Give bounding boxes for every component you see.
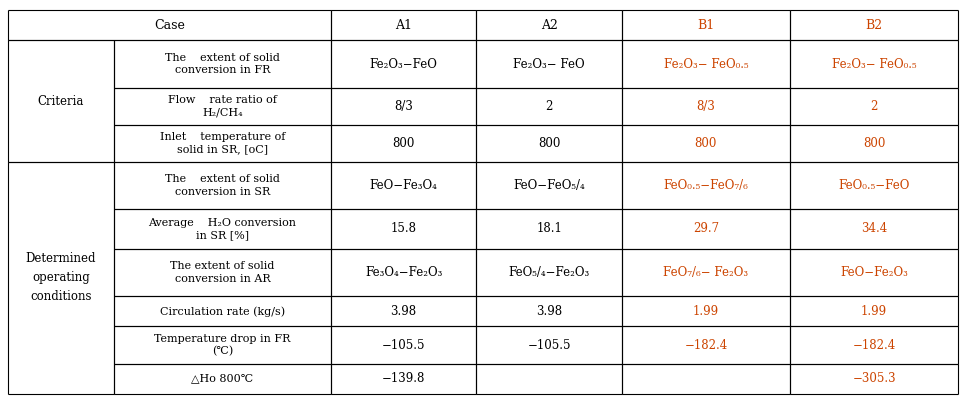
Text: FeO₅/₄−Fe₂O₃: FeO₅/₄−Fe₂O₃: [508, 266, 589, 279]
Text: 8/3: 8/3: [394, 100, 413, 113]
Text: Criteria: Criteria: [38, 95, 84, 107]
Text: −105.5: −105.5: [527, 339, 571, 351]
Text: 29.7: 29.7: [693, 223, 719, 236]
Text: Temperature drop in FR
(℃): Temperature drop in FR (℃): [155, 334, 291, 356]
Text: A2: A2: [541, 19, 557, 32]
Text: Circulation rate (kg/s): Circulation rate (kg/s): [160, 306, 285, 317]
Text: FeO₀.₅−FeO: FeO₀.₅−FeO: [838, 179, 910, 192]
Text: Inlet    temperature of
solid in SR, [oC]: Inlet temperature of solid in SR, [oC]: [159, 132, 285, 154]
Text: −305.3: −305.3: [852, 372, 895, 385]
Text: −182.4: −182.4: [853, 339, 895, 351]
Text: The    extent of solid
conversion in FR: The extent of solid conversion in FR: [165, 53, 280, 75]
Text: △Ho 800℃: △Ho 800℃: [191, 374, 254, 384]
Text: 2: 2: [870, 100, 878, 113]
Text: 8/3: 8/3: [696, 100, 716, 113]
Text: 1.99: 1.99: [861, 305, 887, 318]
Text: Fe₂O₃− FeO₀.₅: Fe₂O₃− FeO₀.₅: [832, 57, 917, 71]
Text: 800: 800: [863, 137, 885, 150]
Text: 3.98: 3.98: [390, 305, 416, 318]
Text: 18.1: 18.1: [536, 223, 562, 236]
Text: 1.99: 1.99: [693, 305, 719, 318]
Text: Fe₂O₃− FeO₀.₅: Fe₂O₃− FeO₀.₅: [664, 57, 749, 71]
Text: Flow    rate ratio of
H₂/CH₄: Flow rate ratio of H₂/CH₄: [168, 95, 277, 117]
Text: Determined
operating
conditions: Determined operating conditions: [26, 252, 97, 303]
Text: B1: B1: [697, 19, 715, 32]
Text: Fe₃O₄−Fe₂O₃: Fe₃O₄−Fe₂O₃: [365, 266, 442, 279]
Text: −139.8: −139.8: [382, 372, 425, 385]
Text: 800: 800: [538, 137, 560, 150]
Text: The extent of solid
conversion in AR: The extent of solid conversion in AR: [170, 261, 274, 284]
Text: Fe₂O₃−FeO: Fe₂O₃−FeO: [370, 57, 438, 71]
Text: FeO−Fe₃O₄: FeO−Fe₃O₄: [370, 179, 438, 192]
Text: B2: B2: [866, 19, 883, 32]
Text: 3.98: 3.98: [536, 305, 562, 318]
Text: 800: 800: [392, 137, 414, 150]
Text: FeO₇/₆− Fe₂O₃: FeO₇/₆− Fe₂O₃: [664, 266, 749, 279]
Text: 2: 2: [546, 100, 553, 113]
Text: 34.4: 34.4: [861, 223, 888, 236]
Text: 15.8: 15.8: [390, 223, 416, 236]
Text: Average    H₂O conversion
in SR [%]: Average H₂O conversion in SR [%]: [149, 218, 297, 240]
Text: −105.5: −105.5: [382, 339, 425, 351]
Text: A1: A1: [395, 19, 412, 32]
Text: 800: 800: [695, 137, 717, 150]
Text: FeO₀.₅−FeO₇/₆: FeO₀.₅−FeO₇/₆: [664, 179, 749, 192]
Text: −182.4: −182.4: [684, 339, 727, 351]
Text: Case: Case: [154, 19, 185, 32]
Text: Fe₂O₃− FeO: Fe₂O₃− FeO: [513, 57, 584, 71]
Text: FeO−FeO₅/₄: FeO−FeO₅/₄: [513, 179, 585, 192]
Text: FeO−Fe₂O₃: FeO−Fe₂O₃: [840, 266, 908, 279]
Text: The    extent of solid
conversion in SR: The extent of solid conversion in SR: [165, 174, 280, 197]
